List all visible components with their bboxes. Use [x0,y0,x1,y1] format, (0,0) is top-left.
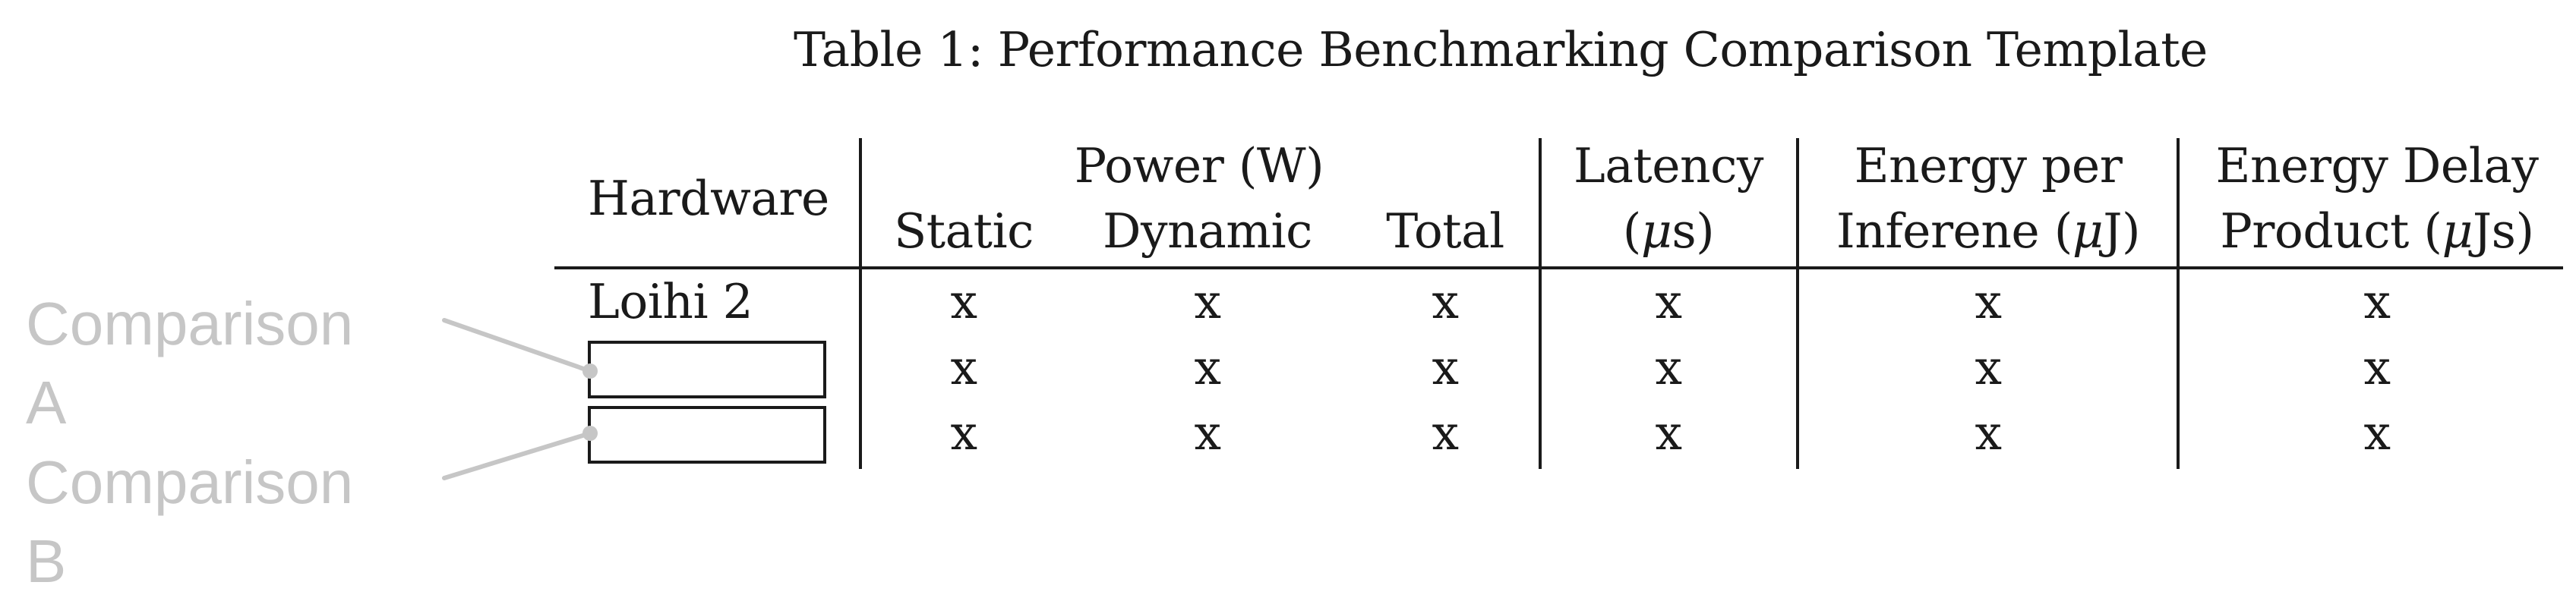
comparison-a-hardware-field[interactable] [588,341,826,398]
callout-comparison-b: Comparison B [26,448,354,595]
table-cell: x [1432,405,1459,461]
comparison-b-hardware-field[interactable] [588,406,826,464]
divider-after-latency [1796,138,1799,469]
table-cell: x [1194,340,1221,395]
header-edp-line1: Energy Delay [2215,138,2539,194]
table-cell: x [1655,405,1682,461]
table-cell: x [1975,274,2002,329]
divider-after-power [1539,138,1542,469]
header-dynamic: Dynamic [1103,203,1312,259]
header-edp-line2: Product (μJs) [2220,203,2534,259]
header-power-group: Power (W) [1074,138,1324,194]
header-energy-line1: Energy per [1854,138,2123,194]
table-cell: x [1975,405,2002,461]
divider-after-hardware [859,138,862,469]
header-static: Static [894,203,1034,259]
callout-comparison-a: Comparison A [26,290,354,436]
header-latency-line2: (μs) [1622,203,1715,259]
table-cell: x [1194,405,1221,461]
header-energy-line2: Inferene (μJ) [1836,203,2141,259]
table-cell: x [1655,340,1682,395]
table-cell: x [950,340,977,395]
callout-a-leader [442,318,592,373]
callout-b-leader [442,431,592,480]
table-cell: x [1432,340,1459,395]
table-cell: x [2363,340,2391,395]
divider-after-energy [2177,138,2180,469]
table-cell: x [950,405,977,461]
table-cell: x [950,274,977,329]
table-cell: x [1194,274,1221,329]
table-cell: x [1655,274,1682,329]
table-row-hardware: Loihi 2 [588,274,753,329]
header-rule [554,266,2563,269]
table-cell: x [2363,274,2391,329]
table-cell: x [1975,340,2002,395]
caption-title: Performance Benchmarking Comparison Temp… [997,22,2208,77]
header-total: Total [1386,203,1504,259]
header-hardware: Hardware [588,171,829,226]
caption-label: Table 1: [794,22,983,77]
header-latency-line1: Latency [1574,138,1763,194]
table-cell: x [1432,274,1459,329]
table-caption: Table 1: Performance Benchmarking Compari… [0,23,2576,77]
table-cell: x [2363,405,2391,461]
